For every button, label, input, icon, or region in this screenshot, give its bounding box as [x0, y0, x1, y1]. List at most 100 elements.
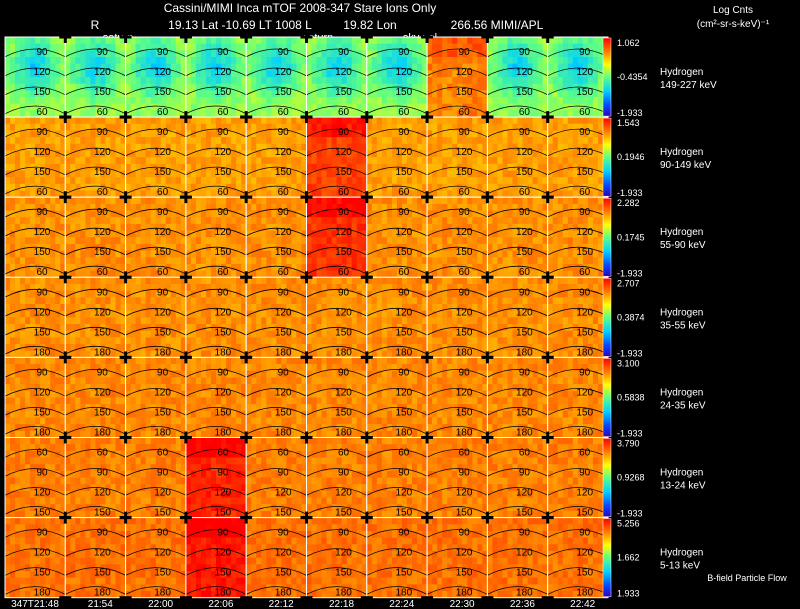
colorbar-mid: 0.1745 — [617, 232, 645, 242]
panel-r1-c5: 90 120 150 60 — [300, 111, 368, 199]
colorbar-min: -1.933 — [617, 429, 643, 439]
angle-tick: 120 — [576, 67, 593, 78]
angle-tick: 120 — [335, 67, 352, 78]
angle-tick: 150 — [275, 87, 292, 98]
angle-tick: 150 — [335, 167, 352, 178]
angle-tick: 120 — [395, 548, 412, 559]
panel-r3-c4: 90 120 150 180 — [240, 271, 307, 359]
angle-tick: 60 — [579, 107, 591, 118]
footnote: B-field Particle Flow — [707, 573, 787, 583]
angle-tick: 150 — [456, 407, 473, 418]
angle-tick: 120 — [34, 227, 51, 238]
panel-r5-c1: 60 90 120 150 — [59, 431, 127, 520]
panel-r6-c7: 90 120 150 180 — [421, 511, 488, 600]
panel-r1-c9: 90 120 150 60 — [541, 111, 609, 199]
panel-r5-c5: 60 90 120 150 — [300, 431, 368, 520]
angle-tick: 90 — [338, 468, 350, 479]
angle-tick: 90 — [519, 367, 531, 378]
colorbar-min: -1.933 — [617, 509, 643, 519]
angle-tick: 60 — [278, 187, 290, 198]
angle-tick: 150 — [456, 247, 473, 258]
angle-tick: 180 — [456, 588, 473, 599]
angle-tick: 60 — [278, 267, 290, 278]
panel-r0-c0: 90 120 150 60 — [4, 36, 66, 118]
angle-tick: 120 — [335, 227, 352, 238]
angle-tick: 180 — [456, 427, 473, 438]
angle-tick: 60 — [579, 187, 591, 198]
angle-tick: 150 — [576, 407, 593, 418]
panel-r2-c7: 90 120 150 60 — [421, 191, 488, 279]
panel-r4-c2: 90 120 150 180 — [119, 351, 187, 439]
angle-tick: 120 — [516, 227, 533, 238]
panel-r3-c8: 90 120 150 180 — [481, 271, 549, 359]
angle-tick: 120 — [34, 147, 51, 158]
angle-tick: 180 — [275, 347, 292, 358]
angle-tick: 90 — [519, 528, 531, 539]
panel-r3-c5: 90 120 150 180 — [300, 271, 368, 359]
species-label: Hydrogen — [660, 67, 703, 78]
angle-tick: 150 — [154, 247, 171, 258]
energy-label: 90-149 keV — [660, 160, 711, 171]
angle-tick: 90 — [36, 47, 48, 58]
angle-tick: 60 — [157, 267, 169, 278]
panel-r2-c0: 90 120 150 60 — [4, 196, 66, 278]
angle-tick: 60 — [97, 448, 109, 459]
angle-tick: 120 — [456, 147, 473, 158]
angle-tick: 150 — [34, 407, 51, 418]
angle-tick: 60 — [398, 187, 410, 198]
angle-tick: 180 — [516, 588, 533, 599]
panel-r2-c4: 90 120 150 60 — [240, 191, 307, 279]
angle-tick: 120 — [94, 67, 111, 78]
angle-tick: 150 — [516, 407, 533, 418]
angle-tick: 120 — [516, 147, 533, 158]
angle-tick: 90 — [579, 127, 591, 138]
angle-tick: 120 — [516, 67, 533, 78]
panel-r6-c4: 90 120 150 180 — [240, 511, 307, 600]
angle-tick: 90 — [579, 207, 591, 218]
panel-r0-c6: 90 120 150 60 — [360, 31, 428, 119]
colorbar-mid: 1.662 — [617, 553, 640, 563]
colorbar-5 — [602, 438, 612, 517]
panel-r0-c7: 90 120 150 60 — [421, 31, 488, 119]
angle-tick: 120 — [456, 548, 473, 559]
angle-tick: 90 — [398, 287, 410, 298]
angle-tick: 60 — [36, 187, 48, 198]
panel-r0-c9: 90 120 150 60 — [541, 31, 609, 119]
angle-tick: 150 — [154, 568, 171, 579]
angle-tick: 90 — [97, 468, 109, 479]
panel-r1-c2: 90 120 150 60 — [119, 111, 187, 199]
angle-tick: 60 — [157, 448, 169, 459]
panel-r0-c1: 90 120 150 60 — [59, 31, 127, 119]
angle-tick: 120 — [275, 147, 292, 158]
angle-tick: 150 — [395, 508, 412, 519]
angle-tick: 150 — [215, 87, 232, 98]
angle-tick: 90 — [278, 287, 290, 298]
angle-tick: 90 — [157, 528, 169, 539]
angle-tick: 180 — [456, 347, 473, 358]
species-label: Hydrogen — [660, 307, 703, 318]
angle-tick: 180 — [576, 347, 593, 358]
angle-tick: 180 — [395, 347, 412, 358]
radius-label: R — [91, 18, 100, 32]
angle-tick: 60 — [519, 107, 531, 118]
angle-tick: 90 — [157, 47, 169, 58]
angle-tick: 180 — [94, 588, 111, 599]
angle-tick: 180 — [34, 347, 51, 358]
angle-tick: 120 — [576, 488, 593, 499]
angle-tick: 150 — [215, 508, 232, 519]
panel-r0-c3: 90 120 150 60 — [179, 31, 247, 119]
species-label: Hydrogen — [660, 548, 703, 559]
angle-tick: 150 — [94, 407, 111, 418]
angle-tick: 120 — [275, 307, 292, 318]
angle-tick: 90 — [97, 287, 109, 298]
angle-tick: 120 — [576, 307, 593, 318]
colorbar-6 — [602, 518, 612, 597]
angle-tick: 150 — [94, 247, 111, 258]
angle-tick: 60 — [459, 448, 471, 459]
time-label: 22:00 — [148, 599, 173, 609]
angle-tick: 150 — [456, 508, 473, 519]
angle-tick: 150 — [395, 247, 412, 258]
angle-tick: 60 — [519, 187, 531, 198]
species-label: Hydrogen — [660, 387, 703, 398]
angle-tick: 120 — [275, 227, 292, 238]
